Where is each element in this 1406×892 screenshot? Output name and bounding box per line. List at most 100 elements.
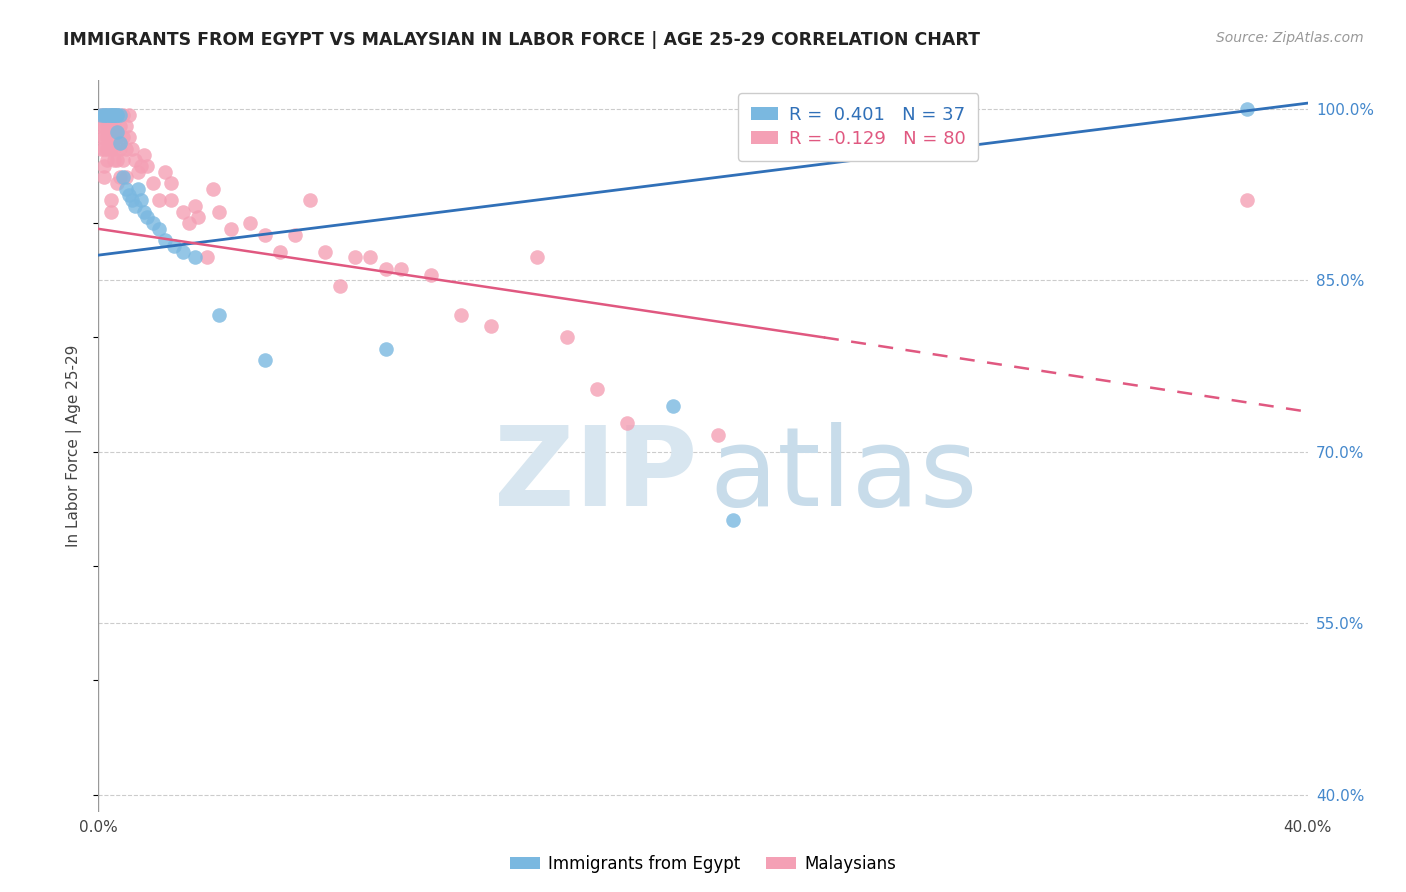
Point	[184, 251, 207, 265]
Point	[100, 107, 122, 121]
Point	[93, 107, 115, 121]
Point	[118, 130, 141, 145]
Point	[93, 159, 115, 173]
Point	[616, 416, 638, 430]
Point	[100, 130, 122, 145]
Point	[108, 142, 131, 156]
Point	[135, 159, 157, 173]
Point	[93, 130, 115, 145]
Point	[114, 119, 136, 133]
Point	[111, 107, 134, 121]
Point	[148, 222, 170, 236]
Legend: R =  0.401   N = 37, R = -0.129   N = 80: R = 0.401 N = 37, R = -0.129 N = 80	[738, 93, 979, 161]
Point	[96, 107, 118, 121]
Point	[111, 130, 134, 145]
Point	[90, 130, 112, 145]
Point	[118, 187, 141, 202]
Point	[90, 119, 112, 133]
Point	[221, 222, 243, 236]
Point	[129, 194, 152, 208]
Point	[481, 318, 503, 333]
Point	[132, 204, 155, 219]
Point	[160, 176, 183, 190]
Point	[114, 170, 136, 185]
Point	[121, 194, 143, 208]
Point	[135, 211, 157, 225]
Text: atlas: atlas	[709, 422, 977, 529]
Point	[208, 204, 231, 219]
Point	[114, 182, 136, 196]
Point	[1236, 102, 1258, 116]
Point	[103, 119, 125, 133]
Point	[103, 107, 125, 121]
Point	[153, 233, 176, 247]
Point	[129, 159, 152, 173]
Point	[100, 107, 122, 121]
Point	[142, 176, 165, 190]
Point	[202, 182, 225, 196]
Point	[555, 330, 578, 344]
Point	[707, 427, 730, 442]
Point	[172, 204, 194, 219]
Point	[374, 261, 396, 276]
Point	[208, 308, 231, 322]
Point	[344, 251, 367, 265]
Point	[127, 164, 149, 178]
Point	[105, 107, 128, 121]
Point	[103, 142, 125, 156]
Point	[108, 170, 131, 185]
Point	[253, 353, 276, 368]
Point	[93, 107, 115, 121]
Point	[160, 194, 183, 208]
Point	[108, 119, 131, 133]
Point	[187, 211, 209, 225]
Text: IMMIGRANTS FROM EGYPT VS MALAYSIAN IN LABOR FORCE | AGE 25-29 CORRELATION CHART: IMMIGRANTS FROM EGYPT VS MALAYSIAN IN LA…	[63, 31, 980, 49]
Point	[163, 239, 186, 253]
Point	[124, 199, 146, 213]
Point	[420, 268, 443, 282]
Point	[105, 153, 128, 168]
Point	[103, 107, 125, 121]
Point	[90, 107, 112, 121]
Point	[103, 107, 125, 121]
Point	[100, 107, 122, 121]
Point	[93, 170, 115, 185]
Legend: Immigrants from Egypt, Malaysians: Immigrants from Egypt, Malaysians	[503, 848, 903, 880]
Point	[121, 142, 143, 156]
Point	[239, 216, 262, 230]
Point	[269, 244, 291, 259]
Text: Source: ZipAtlas.com: Source: ZipAtlas.com	[1216, 31, 1364, 45]
Point	[118, 107, 141, 121]
Point	[105, 130, 128, 145]
Point	[105, 125, 128, 139]
Point	[284, 227, 307, 242]
Point	[103, 130, 125, 145]
Point	[111, 153, 134, 168]
Point	[103, 153, 125, 168]
Y-axis label: In Labor Force | Age 25-29: In Labor Force | Age 25-29	[66, 345, 83, 547]
Point	[90, 107, 112, 121]
Point	[114, 142, 136, 156]
Point	[90, 142, 112, 156]
Point	[127, 182, 149, 196]
Point	[103, 107, 125, 121]
Point	[124, 153, 146, 168]
Point	[153, 164, 176, 178]
Point	[96, 130, 118, 145]
Point	[105, 107, 128, 121]
Point	[195, 251, 218, 265]
Point	[105, 176, 128, 190]
Point	[105, 107, 128, 121]
Point	[96, 107, 118, 121]
Point	[96, 142, 118, 156]
Point	[100, 194, 122, 208]
Point	[314, 244, 336, 259]
Point	[723, 513, 745, 527]
Point	[360, 251, 382, 265]
Point	[96, 119, 118, 133]
Point	[299, 194, 322, 208]
Point	[100, 142, 122, 156]
Point	[179, 216, 201, 230]
Point	[148, 194, 170, 208]
Point	[253, 227, 276, 242]
